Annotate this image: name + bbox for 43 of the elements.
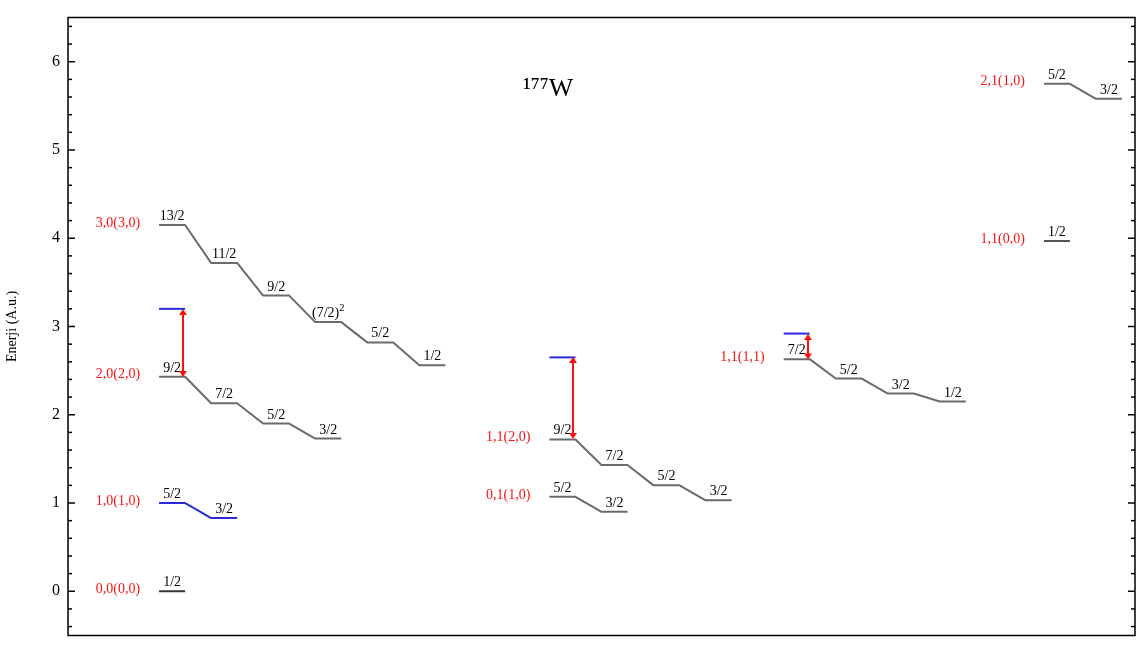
- y-tick-label: 0: [52, 581, 60, 599]
- annotation: 9/2: [267, 278, 286, 294]
- annotation: 9/2: [553, 422, 572, 438]
- y-tick-label: 1: [52, 493, 60, 511]
- annotation: 5/2: [267, 406, 286, 422]
- annotation: 5/2: [839, 361, 858, 377]
- annotation: 3/2: [891, 376, 910, 392]
- annotation: 3/2: [709, 483, 728, 499]
- annotation: 7/2: [787, 342, 806, 358]
- annotation: 11/2: [211, 245, 237, 261]
- series-label: 2,0(2,0): [95, 366, 141, 383]
- annotation: 13/2: [159, 208, 185, 223]
- series-label: 1,0(1,0): [95, 492, 141, 509]
- series-label: 0,1(1,0): [486, 486, 531, 503]
- annotation: 3/2: [605, 494, 624, 510]
- series-label: 3,0(3,0): [95, 214, 141, 231]
- annotation: 5/2: [657, 468, 676, 484]
- y-tick-label: 4: [52, 228, 60, 246]
- annotation: 1/2: [943, 384, 962, 400]
- y-tick-label: 6: [52, 51, 60, 69]
- text: ¹⁷⁷W: [522, 72, 574, 102]
- y-tick-label: 3: [52, 316, 60, 334]
- annotation: 5/2: [371, 325, 390, 341]
- annotation: 1/2: [163, 574, 182, 590]
- series-label: 2,1(1,0): [980, 73, 1026, 90]
- annotation: 3/2: [319, 421, 338, 437]
- series-label: 1,1(0,0): [980, 230, 1026, 247]
- annotation: 7/2: [215, 386, 234, 402]
- annotation: 5/2: [1047, 66, 1066, 82]
- annotation: 1/2: [423, 348, 442, 364]
- annotation: 1/2: [1047, 223, 1066, 239]
- series-label: 1,1(2,0): [486, 429, 531, 446]
- annotation: 5/2: [163, 486, 182, 502]
- annotation: 5/2: [553, 479, 572, 495]
- y-tick-label: 5: [52, 140, 60, 158]
- annotation: 7/2: [605, 448, 624, 464]
- series-label: 1,1(1,1): [720, 348, 765, 365]
- y-tick-label: 2: [52, 404, 60, 422]
- y-axis-title: Enerji (A.u.): [4, 290, 21, 363]
- annotation: 3/2: [1100, 81, 1118, 97]
- annotation: 3/2: [215, 501, 234, 517]
- annotation: 9/2: [163, 359, 182, 375]
- series-label: 0,0(0,0): [95, 580, 141, 597]
